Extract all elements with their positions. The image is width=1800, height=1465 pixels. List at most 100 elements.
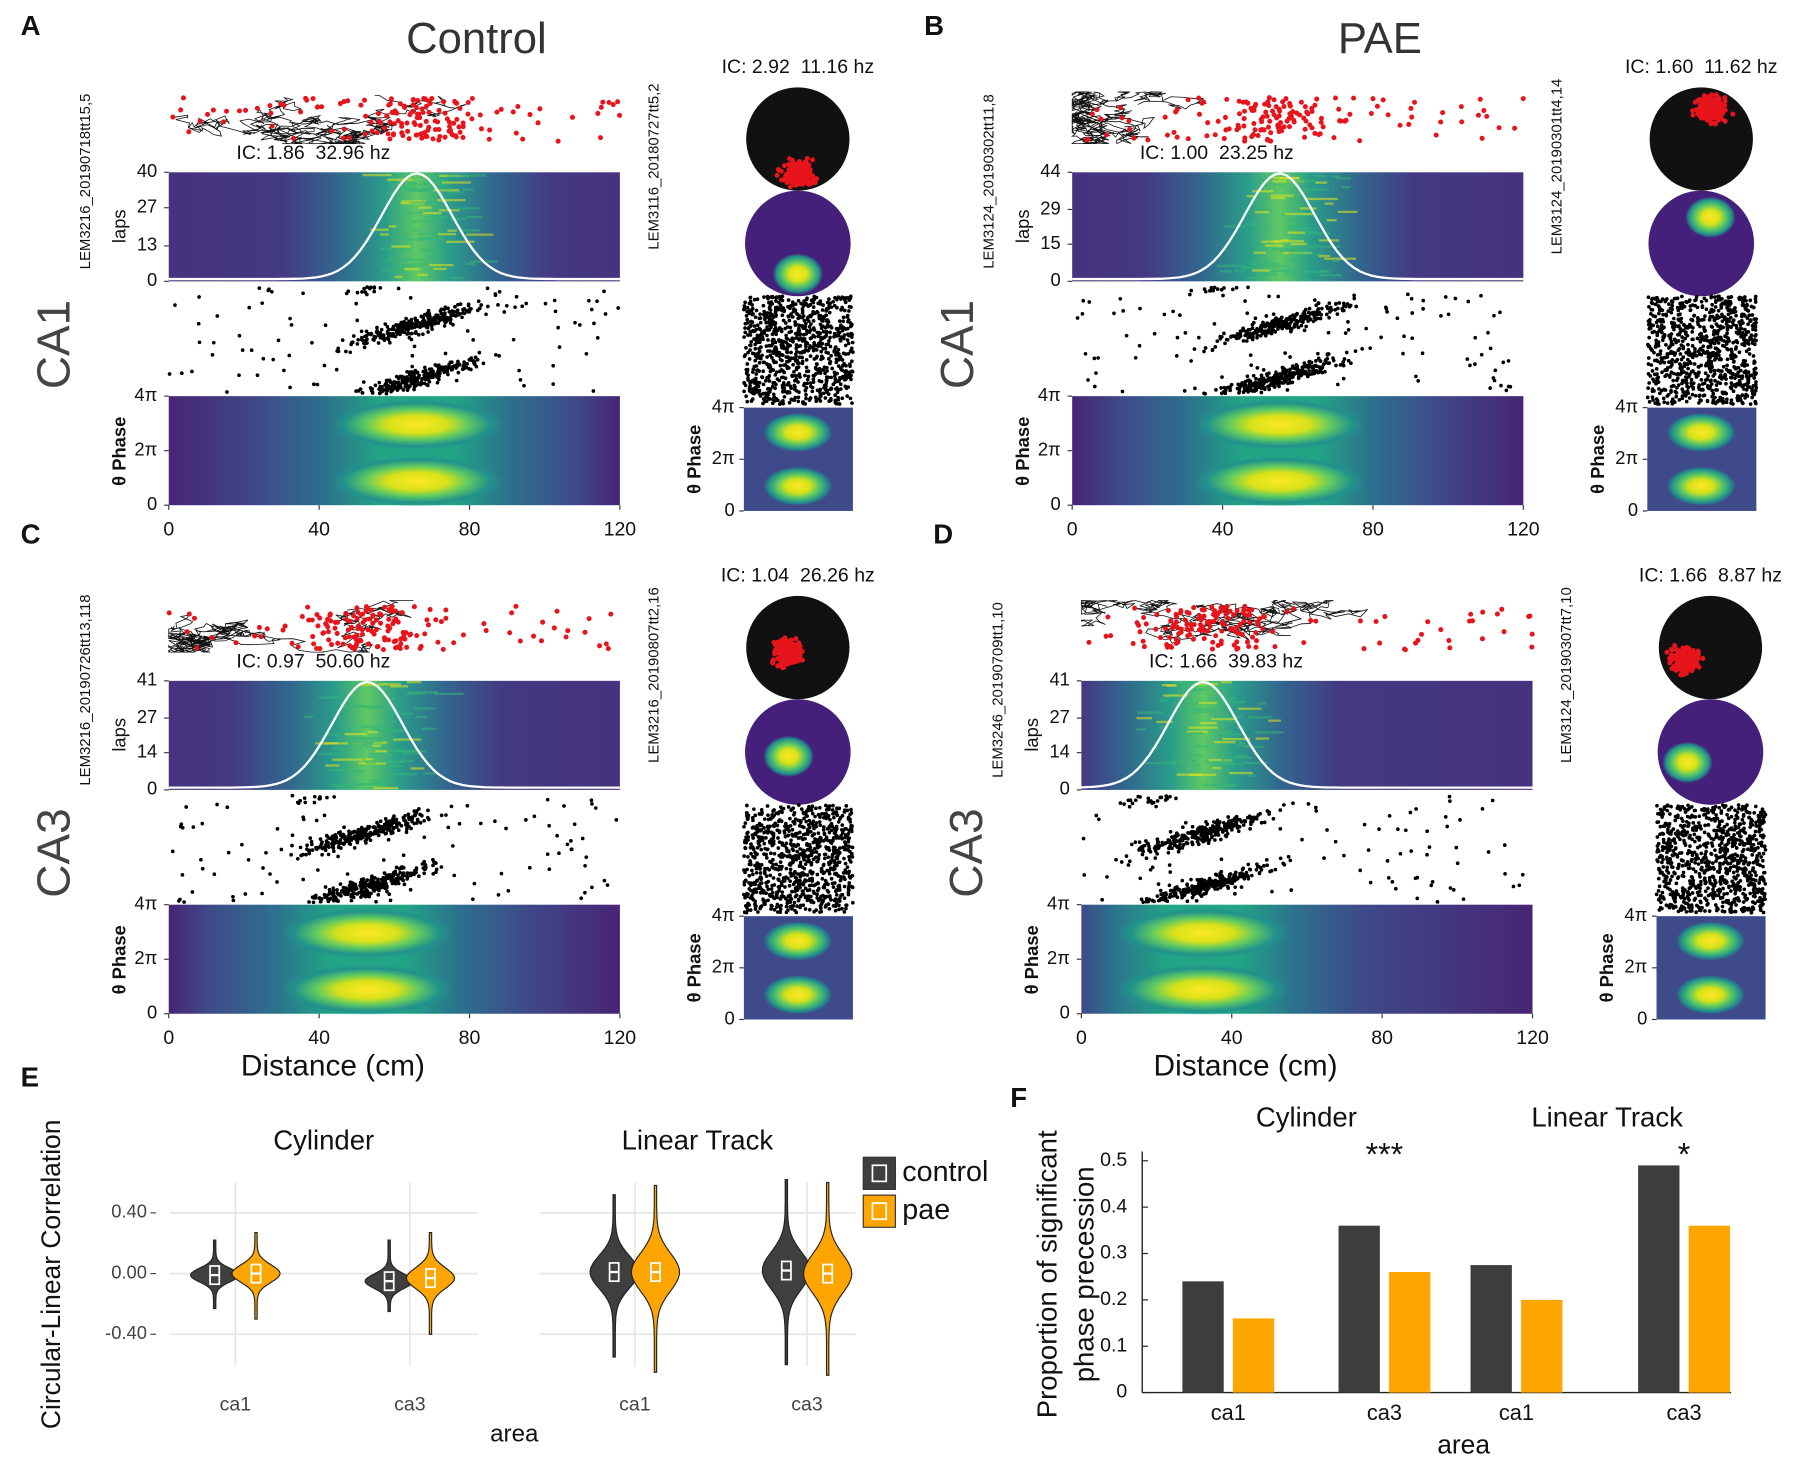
heatmap-streak [328,768,348,772]
region-label: CA1 [28,300,80,389]
heatmap-streak [396,750,426,753]
phase-tick-label: 2π [712,447,735,468]
heatmap-streak [1180,731,1204,735]
heatmap-streak [1302,270,1331,274]
ratemap-hotspot [1662,741,1713,784]
heatmap-streak [1229,771,1253,775]
trajectory [1080,600,1369,644]
x-tick-label: 120 [604,519,637,541]
heatmap-streak [1259,273,1277,276]
legend-label: control [902,1156,988,1188]
heatmap-streak [1186,730,1208,734]
heatmap-streak [1195,745,1212,748]
heatmap-streak [1287,226,1311,230]
heatmap-streak [378,683,401,686]
heatmap-streak [422,772,437,775]
heatmap-streak [1257,702,1267,705]
heatmap-streak [1326,219,1337,222]
heatmap-streak [460,229,480,232]
phase-raster [742,803,855,915]
x-tick-label: 80 [1371,1027,1393,1049]
laps-tick-label: 41 [137,669,157,690]
heatmap-streak [402,752,421,755]
phase-hotspot [1193,399,1366,450]
heatmap-streak [1254,731,1284,734]
heatmap-streak [366,706,397,709]
phase-tick-label: 2π [1615,447,1638,468]
phase-tick-label: 4π [712,395,735,416]
laps-tick-label: 29 [1040,197,1060,218]
heatmap-streak [465,262,476,266]
phase-tick-label: 0 [1050,493,1060,514]
track-ic: IC: 1.66 39.83 hz [1149,651,1303,673]
heatmap-streak [343,682,357,685]
heatmap-streak [427,237,445,240]
x-tick-label: ca1 [619,1393,650,1415]
x-axis-label: area [490,1420,539,1447]
laps-tick-label: 44 [1040,160,1060,181]
heatmap-streak [413,707,436,710]
laps-tick-label: 40 [137,160,157,181]
heatmap-streak [433,189,460,192]
violin [802,1181,853,1376]
heatmap-streak [1244,745,1264,749]
heatmap-streak [1318,254,1330,258]
phase-axis-label: θ Phase [1596,933,1617,1002]
heatmap-streak [429,263,454,267]
heatmap-streak [1217,701,1247,704]
violin [364,1239,414,1313]
heatmap-streak [381,269,407,272]
heatmap-streak [367,730,378,734]
heatmap-streak [410,767,425,770]
heatmap-streak [1137,711,1163,714]
phase-hotspot [1117,907,1290,959]
cylinder-ic: IC: 2.92 11.16 hz [722,56,875,78]
laps-tick-label: 41 [1049,669,1069,690]
heatmap-streak [1246,195,1255,198]
violin [761,1178,811,1366]
heatmap-streak [1270,196,1286,200]
heatmap-streak [1308,245,1340,248]
heatmap-streak [1252,269,1272,272]
phase-raster [1081,794,1525,905]
heatmap-streak [352,737,384,740]
laps-tick-label: 13 [137,234,157,255]
phase-raster [1645,294,1759,406]
cell-id: LEM3116_20180727tt5,2 [645,83,662,249]
laps-tick-label: 0 [1060,778,1070,799]
bar [1389,1272,1431,1393]
y-tick-label: 0.3 [1100,1242,1127,1264]
violin [630,1184,681,1373]
cylinder-ic: IC: 1.04 26.26 hz [721,565,875,587]
heatmap-streak [438,233,456,236]
heatmap-streak [1220,697,1232,700]
phase-tick-label: 4π [1624,904,1647,925]
phase-axis-label: θ Phase [1021,925,1042,994]
x-tick-label: 0 [1067,519,1078,541]
heatmap-streak [332,758,364,761]
phase-axis-label: θ Phase [684,933,705,1002]
heatmap-streak [353,782,384,786]
heatmap-streak [1286,179,1316,183]
laps-tick-label: 0 [147,269,157,290]
phase-axis-label: θ Phase [1587,425,1608,494]
heatmap-streak [401,200,427,203]
heatmap-streak [430,200,452,203]
heatmap-streak [1324,257,1357,260]
cell-id: LEM3216_20190807tt2,16 [645,587,662,763]
heatmap-streak [422,211,442,215]
heatmap-streak [1254,211,1270,214]
phase-tick-label: 0 [147,1002,157,1023]
trajectory [174,94,467,145]
heatmap-streak [1251,190,1274,193]
heatmap-streak [1187,754,1205,757]
heatmap-streak [366,779,384,782]
heatmap-streak [1144,762,1177,765]
heatmap-streak [324,742,349,745]
heatmap-streak [415,715,427,719]
heatmap-streak [395,235,408,238]
heatmap-streak [380,247,411,250]
heatmap-streak [1301,188,1329,191]
phase-axis-label: θ Phase [684,425,705,494]
